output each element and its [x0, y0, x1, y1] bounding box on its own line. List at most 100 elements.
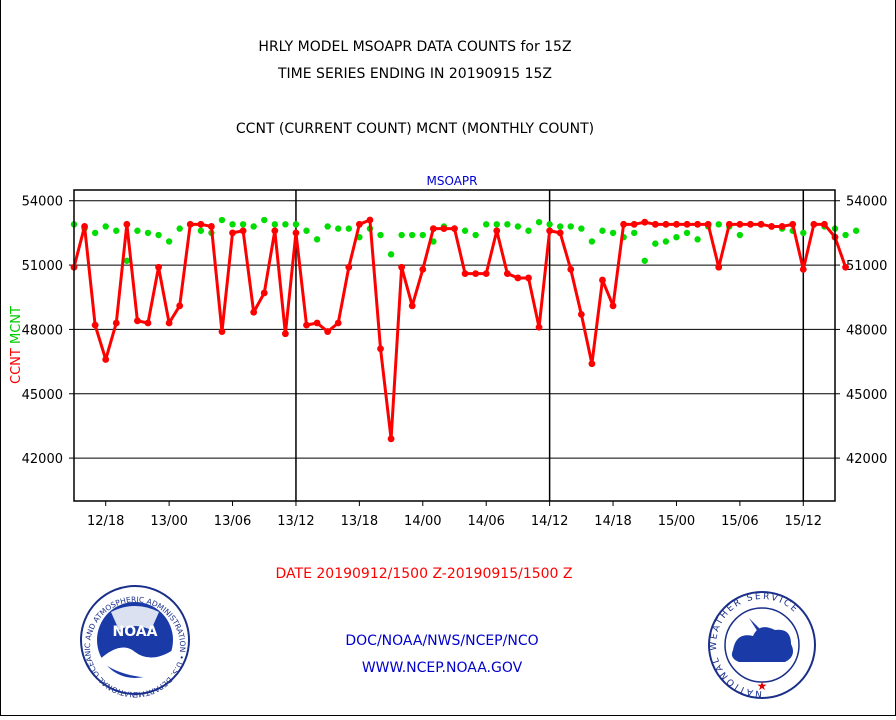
series-title: MSOAPR	[427, 174, 478, 188]
data-point-mcnt	[546, 221, 553, 228]
data-point-ccnt	[609, 302, 617, 310]
data-point-mcnt	[694, 236, 701, 243]
data-point-ccnt	[155, 263, 162, 271]
data-point-ccnt	[250, 308, 258, 316]
data-point-ccnt	[715, 263, 723, 271]
x-tick-label: 14/12	[531, 514, 568, 529]
data-point-mcnt	[715, 221, 722, 228]
data-point-ccnt	[239, 227, 247, 235]
data-point-ccnt	[768, 223, 775, 230]
data-point-mcnt	[630, 229, 638, 237]
data-point-mcnt	[123, 257, 131, 264]
y-tick-label: 54000	[846, 195, 887, 210]
y-tick-label: 42000	[846, 452, 887, 467]
data-point-mcnt	[514, 223, 522, 230]
y-tick-label: 54000	[22, 195, 63, 210]
data-point-ccnt	[292, 229, 300, 237]
data-point-mcnt	[472, 231, 479, 239]
data-point-ccnt	[599, 276, 606, 284]
data-point-ccnt	[81, 223, 88, 230]
data-point-mcnt	[292, 221, 300, 228]
data-point-mcnt	[652, 240, 659, 247]
data-point-ccnt	[525, 274, 532, 282]
star-icon: ★	[757, 679, 768, 693]
data-point-mcnt	[483, 221, 490, 228]
data-point-ccnt	[757, 220, 765, 228]
data-point-ccnt	[842, 263, 849, 271]
x-tick-label: 13/12	[277, 514, 314, 529]
data-point-ccnt	[620, 220, 628, 228]
series-layer	[70, 216, 860, 443]
y-tick-label: 51000	[846, 259, 887, 274]
data-point-ccnt	[144, 319, 152, 327]
data-point-ccnt	[799, 265, 807, 273]
data-point-mcnt	[504, 221, 511, 228]
data-point-ccnt	[683, 220, 691, 228]
data-point-mcnt	[197, 227, 205, 234]
y-tick-label: 48000	[846, 323, 887, 338]
data-point-ccnt	[662, 220, 670, 228]
data-point-mcnt	[271, 221, 279, 228]
data-point-ccnt	[736, 220, 744, 228]
noaa-logo[interactable]: NOAA NATIONAL OCEANIC AND ATMOSPHERIC AD…	[0, 0, 190, 699]
data-point-ccnt	[229, 229, 236, 237]
x-tick-label: 14/18	[594, 514, 631, 529]
data-point-ccnt	[440, 225, 448, 233]
data-point-mcnt	[419, 231, 426, 239]
data-point-ccnt	[208, 223, 215, 230]
x-tick-label: 14/06	[467, 514, 504, 529]
data-point-ccnt	[429, 225, 437, 233]
data-point-mcnt	[377, 231, 384, 239]
x-tick-label: 15/00	[658, 514, 695, 529]
data-point-ccnt	[821, 220, 828, 228]
data-point-mcnt	[556, 223, 564, 230]
data-point-ccnt	[514, 274, 522, 282]
data-point-mcnt	[409, 231, 416, 239]
data-point-ccnt	[789, 220, 797, 228]
chart-title-line-3: CCNT (CURRENT COUNT) MCNT (MONTHLY COUNT…	[236, 121, 594, 137]
data-point-ccnt	[218, 328, 226, 335]
data-point-ccnt	[472, 270, 480, 278]
data-point-mcnt	[578, 225, 585, 232]
x-tick-label: 15/06	[721, 514, 758, 529]
data-point-ccnt	[577, 311, 585, 318]
x-tick-label: 15/12	[785, 514, 822, 529]
series-ccnt	[70, 216, 849, 443]
data-point-ccnt	[102, 356, 110, 363]
data-point-mcnt	[282, 221, 289, 228]
data-point-ccnt	[355, 220, 363, 228]
data-point-ccnt	[186, 220, 194, 228]
data-point-ccnt	[165, 319, 173, 327]
x-tick-label: 13/00	[150, 514, 187, 529]
data-point-ccnt	[334, 319, 342, 327]
website-link[interactable]: WWW.NCEP.NOAA.GOV	[362, 660, 523, 676]
agency-link[interactable]: DOC/NOAA/NWS/NCEP/NCO	[345, 633, 538, 649]
data-point-ccnt	[556, 229, 564, 237]
data-point-ccnt	[345, 263, 353, 271]
data-point-ccnt	[704, 220, 712, 228]
data-point-ccnt	[482, 270, 490, 278]
data-point-ccnt	[197, 220, 205, 228]
data-point-mcnt	[588, 238, 596, 245]
data-point-mcnt	[239, 221, 247, 228]
data-point-ccnt	[366, 216, 374, 224]
data-point-ccnt	[123, 220, 131, 228]
data-point-ccnt	[673, 220, 680, 228]
data-point-ccnt	[408, 302, 416, 310]
data-point-ccnt	[546, 227, 554, 235]
data-point-ccnt	[461, 270, 469, 278]
data-point-mcnt	[852, 227, 860, 234]
chart-title-line-2: TIME SERIES ENDING IN 20190915 15Z	[277, 66, 552, 82]
data-point-ccnt	[176, 302, 184, 310]
x-tick-label: 13/06	[214, 514, 251, 529]
date-range: DATE 20190912/1500 Z-20190915/1500 Z	[276, 566, 573, 582]
x-tick-label: 12/18	[87, 514, 124, 529]
nws-logo[interactable]: ★ NATIONAL WEATHER SERVICE	[708, 591, 816, 699]
data-point-ccnt	[451, 225, 458, 233]
data-point-mcnt	[842, 231, 849, 239]
data-point-ccnt	[303, 321, 310, 329]
data-point-mcnt	[261, 216, 268, 224]
y-tick-labels-left: 42000 45000 48000 51000 54000	[22, 195, 63, 467]
data-point-ccnt	[313, 319, 321, 327]
